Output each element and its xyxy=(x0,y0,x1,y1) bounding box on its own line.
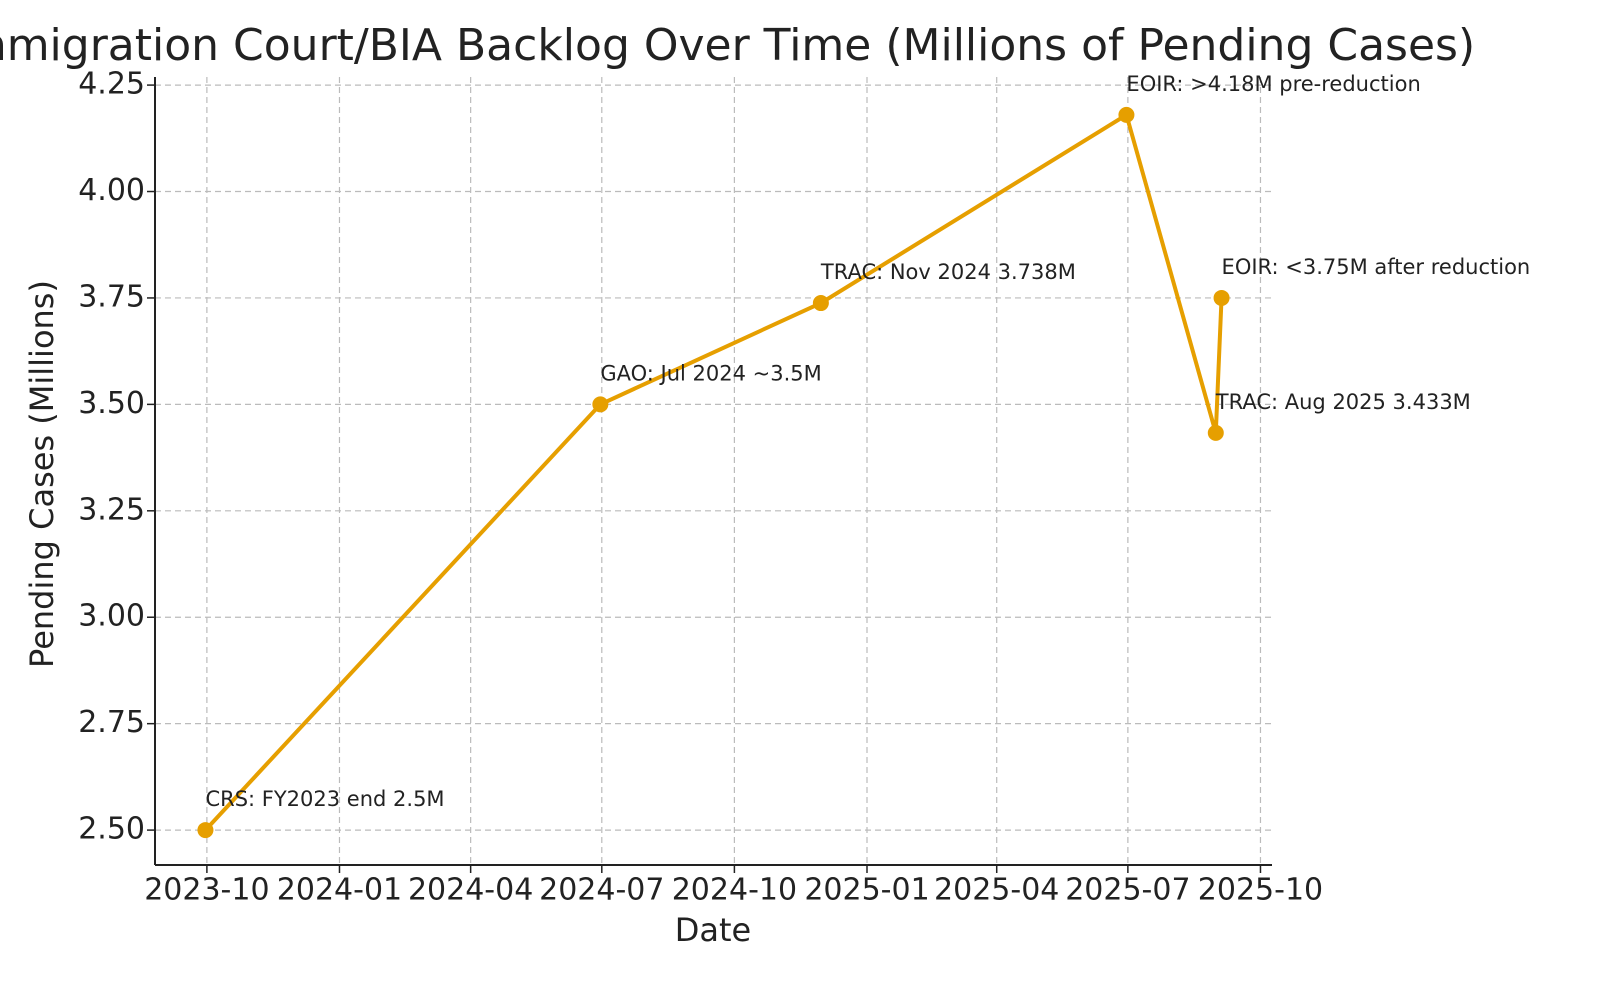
x-tick-label: 2025-04 xyxy=(934,873,1059,908)
x-tick-label: 2024-04 xyxy=(408,873,533,908)
annotation: CRS: FY2023 end 2.5M xyxy=(205,787,444,811)
y-tick-label: 4.25 xyxy=(78,67,145,102)
data-point xyxy=(592,396,609,413)
y-tick-label: 4.00 xyxy=(78,173,145,208)
y-tick-label: 3.00 xyxy=(78,599,145,634)
annotation: TRAC: Nov 2024 3.738M xyxy=(820,260,1076,284)
data-point xyxy=(1207,424,1224,441)
annotation: EOIR: <3.75M after reduction xyxy=(1222,255,1531,279)
x-tick-label: 2024-10 xyxy=(672,873,797,908)
data-point xyxy=(197,822,214,839)
data-point xyxy=(1213,289,1230,306)
annotation: TRAC: Aug 2025 3.433M xyxy=(1215,390,1471,414)
x-tick-label: 2024-01 xyxy=(277,873,402,908)
y-tick-label: 3.50 xyxy=(78,386,145,421)
data-point xyxy=(812,295,829,312)
data-point xyxy=(1118,106,1135,123)
x-axis-label: Date xyxy=(675,911,751,949)
y-tick-label: 2.50 xyxy=(78,812,145,847)
x-tick-label: 2025-01 xyxy=(804,873,929,908)
y-tick-label: 3.25 xyxy=(78,492,145,527)
annotation: EOIR: >4.18M pre-reduction xyxy=(1126,72,1420,96)
x-tick-label: 2024-07 xyxy=(539,873,664,908)
annotation: GAO: Jul 2024 ~3.5M xyxy=(600,361,821,385)
x-tick-label: 2023-10 xyxy=(144,873,269,908)
chart-title: Immigration Court/BIA Backlog Over Time … xyxy=(0,20,1475,71)
y-tick-label: 2.75 xyxy=(78,705,145,740)
y-axis-label: Pending Cases (Millions) xyxy=(23,280,61,668)
x-tick-label: 2025-07 xyxy=(1065,873,1190,908)
y-tick-label: 3.75 xyxy=(78,279,145,314)
x-tick-label: 2025-10 xyxy=(1198,873,1323,908)
data-line xyxy=(203,111,1224,832)
